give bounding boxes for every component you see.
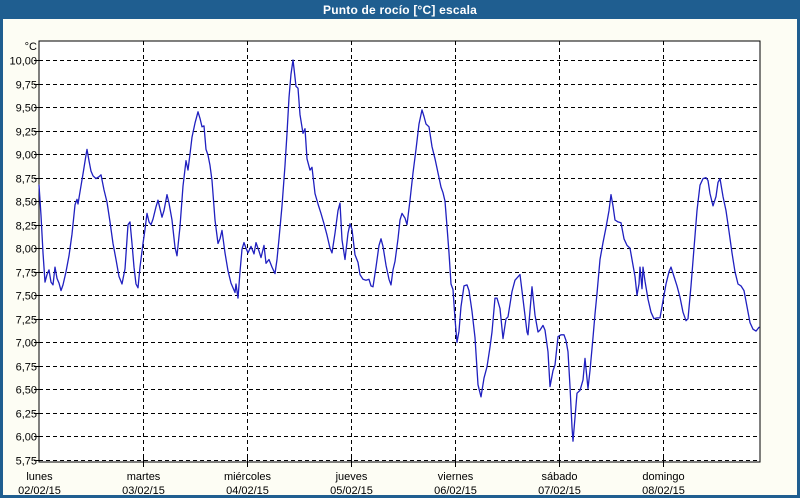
svg-text:7,00: 7,00 bbox=[16, 338, 37, 350]
svg-text:9,00: 9,00 bbox=[16, 150, 37, 162]
svg-text:jueves: jueves bbox=[335, 471, 368, 483]
svg-text:°C: °C bbox=[25, 41, 37, 53]
svg-text:9,75: 9,75 bbox=[16, 80, 37, 92]
axis-ticks bbox=[34, 60, 664, 467]
svg-text:03/02/15: 03/02/15 bbox=[122, 485, 165, 497]
svg-text:10,00: 10,00 bbox=[9, 56, 37, 68]
svg-text:9,25: 9,25 bbox=[16, 127, 37, 139]
svg-text:martes: martes bbox=[127, 471, 161, 483]
window-title-bar: Punto de rocío [°C] escala bbox=[0, 0, 800, 19]
svg-text:02/02/15: 02/02/15 bbox=[18, 485, 61, 497]
svg-text:sábado: sábado bbox=[541, 471, 577, 483]
svg-text:6,25: 6,25 bbox=[16, 409, 37, 421]
svg-text:9,50: 9,50 bbox=[16, 103, 37, 115]
dewpoint-series-line bbox=[38, 59, 760, 442]
plot-area-border bbox=[38, 40, 761, 463]
svg-text:8,00: 8,00 bbox=[16, 244, 37, 256]
svg-text:6,00: 6,00 bbox=[16, 432, 37, 444]
svg-text:6,50: 6,50 bbox=[16, 385, 37, 397]
svg-text:07/02/15: 07/02/15 bbox=[538, 485, 581, 497]
svg-text:5,75: 5,75 bbox=[16, 456, 37, 468]
svg-text:05/02/15: 05/02/15 bbox=[330, 485, 373, 497]
svg-text:domingo: domingo bbox=[642, 471, 684, 483]
svg-text:08/02/15: 08/02/15 bbox=[642, 485, 685, 497]
svg-text:lunes: lunes bbox=[26, 471, 53, 483]
svg-text:06/02/15: 06/02/15 bbox=[434, 485, 477, 497]
x-axis-labels: lunes 02/02/15 martes 03/02/15 miércoles 04/0… bbox=[18, 471, 685, 497]
svg-text:6,75: 6,75 bbox=[16, 362, 37, 374]
window-title: Punto de rocío [°C] escala bbox=[322, 3, 478, 17]
svg-text:7,50: 7,50 bbox=[16, 291, 37, 303]
svg-text:7,25: 7,25 bbox=[16, 315, 37, 327]
svg-text:04/02/15: 04/02/15 bbox=[226, 485, 269, 497]
svg-text:8,75: 8,75 bbox=[16, 174, 37, 186]
svg-text:miércoles: miércoles bbox=[224, 471, 272, 483]
svg-text:viernes: viernes bbox=[438, 471, 474, 483]
svg-text:8,25: 8,25 bbox=[16, 221, 37, 233]
svg-text:7,75: 7,75 bbox=[16, 268, 37, 280]
y-axis-labels: 5,75 6,00 6,25 6,50 6,75 7,00 7,25 7,50 7,75 8,00… bbox=[9, 41, 37, 468]
svg-text:8,50: 8,50 bbox=[16, 197, 37, 209]
